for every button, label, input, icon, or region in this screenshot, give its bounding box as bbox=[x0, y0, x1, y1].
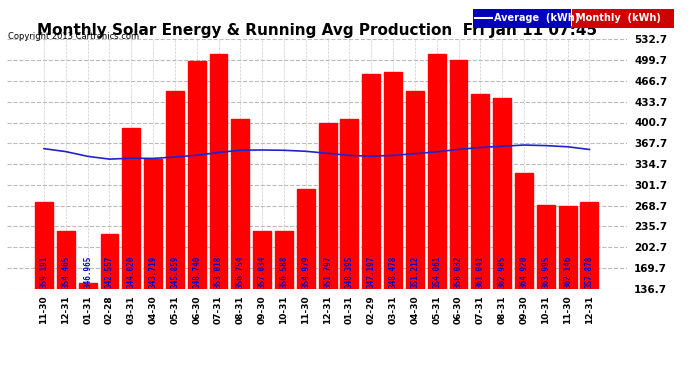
Bar bbox=[188, 61, 206, 375]
Bar bbox=[340, 119, 358, 375]
Bar bbox=[253, 231, 271, 375]
Bar bbox=[580, 202, 598, 375]
Bar bbox=[428, 54, 446, 375]
Text: 351.212: 351.212 bbox=[411, 256, 420, 288]
Bar bbox=[515, 173, 533, 375]
Bar bbox=[559, 206, 577, 375]
Bar bbox=[450, 60, 467, 375]
Text: 345.859: 345.859 bbox=[170, 256, 179, 288]
Bar bbox=[572, 9, 674, 28]
Bar bbox=[231, 118, 249, 375]
Text: 358.032: 358.032 bbox=[454, 256, 463, 288]
Text: 346.965: 346.965 bbox=[83, 256, 92, 288]
Text: 354.979: 354.979 bbox=[302, 256, 310, 288]
Bar bbox=[473, 9, 571, 28]
Bar bbox=[362, 74, 380, 375]
Text: 347.197: 347.197 bbox=[367, 256, 376, 288]
Bar bbox=[537, 205, 555, 375]
Bar bbox=[406, 92, 424, 375]
Bar bbox=[319, 123, 337, 375]
Bar bbox=[57, 231, 75, 375]
Text: 359.191: 359.191 bbox=[39, 256, 48, 288]
Text: 362.985: 362.985 bbox=[497, 256, 506, 288]
Text: 357.034: 357.034 bbox=[257, 256, 266, 288]
Text: 362.146: 362.146 bbox=[563, 256, 572, 288]
Bar bbox=[297, 189, 315, 375]
Text: Copyright 2013 Cartronics.com: Copyright 2013 Cartronics.com bbox=[8, 32, 139, 41]
Text: 354.465: 354.465 bbox=[61, 256, 70, 288]
Bar bbox=[471, 94, 489, 375]
Text: 353.018: 353.018 bbox=[214, 256, 223, 288]
Bar bbox=[166, 91, 184, 375]
Bar bbox=[275, 231, 293, 375]
Text: 348.395: 348.395 bbox=[345, 256, 354, 288]
Text: 357.878: 357.878 bbox=[585, 256, 594, 288]
Bar bbox=[493, 98, 511, 375]
Bar bbox=[384, 72, 402, 375]
Text: 356.754: 356.754 bbox=[236, 256, 245, 288]
Text: Average  (kWh): Average (kWh) bbox=[494, 13, 580, 23]
Bar bbox=[79, 283, 97, 375]
Text: 361.041: 361.041 bbox=[476, 256, 485, 288]
Bar bbox=[35, 202, 53, 375]
Bar bbox=[122, 128, 140, 375]
Text: 344.020: 344.020 bbox=[127, 256, 136, 288]
Text: 351.797: 351.797 bbox=[323, 256, 332, 288]
Text: 354.061: 354.061 bbox=[432, 256, 441, 288]
Text: 363.995: 363.995 bbox=[541, 256, 551, 288]
Text: 342.557: 342.557 bbox=[105, 256, 114, 288]
Text: 364.920: 364.920 bbox=[520, 256, 529, 288]
Text: 348.740: 348.740 bbox=[193, 256, 201, 288]
Bar bbox=[144, 159, 162, 375]
Text: 356.588: 356.588 bbox=[279, 256, 288, 288]
Bar bbox=[210, 54, 228, 375]
Text: 343.719: 343.719 bbox=[148, 256, 157, 288]
Bar bbox=[101, 234, 119, 375]
Text: Monthly  (kWh): Monthly (kWh) bbox=[576, 13, 661, 23]
Title: Monthly Solar Energy & Running Avg Production  Fri Jan 11 07:45: Monthly Solar Energy & Running Avg Produ… bbox=[37, 23, 597, 38]
Text: 348.478: 348.478 bbox=[388, 256, 397, 288]
